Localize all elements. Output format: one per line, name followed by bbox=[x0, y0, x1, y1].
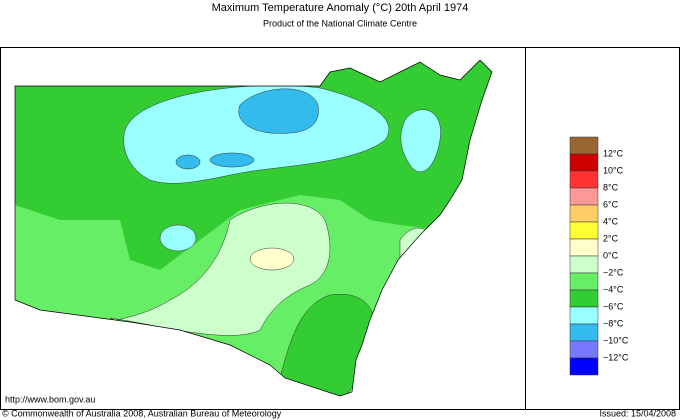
legend-swatch bbox=[569, 153, 599, 172]
legend-label: 4°C bbox=[603, 216, 619, 226]
legend-label: −6°C bbox=[603, 301, 624, 311]
legend-label: 10°C bbox=[603, 165, 624, 175]
legend-label: 0°C bbox=[603, 250, 619, 260]
legend-label: 12°C bbox=[603, 148, 624, 158]
legend-label: 2°C bbox=[603, 233, 619, 243]
legend: 12°C 10°C 8°C 6°C 4°C 2°C 0°C −2°C −4°C −6°C −8°C −… bbox=[569, 136, 629, 376]
legend-label: −10°C bbox=[603, 335, 629, 345]
legend-swatch bbox=[569, 170, 599, 189]
legend-swatch bbox=[569, 357, 599, 376]
subtitle: Product of the National Climate Centre bbox=[263, 18, 417, 28]
title: Maximum Temperature Anomaly (°C) 20th Ap… bbox=[212, 2, 469, 14]
legend-swatch bbox=[569, 136, 599, 155]
legend-label: 6°C bbox=[603, 199, 619, 209]
legend-swatch bbox=[569, 340, 599, 359]
legend-swatch bbox=[569, 255, 599, 274]
legend-swatch bbox=[569, 323, 599, 342]
legend-label: −8°C bbox=[603, 318, 624, 328]
legend-swatch bbox=[569, 289, 599, 308]
legend-label: −12°C bbox=[603, 352, 629, 362]
legend-label: −4°C bbox=[603, 284, 624, 294]
state-outline bbox=[14, 59, 493, 397]
legend-swatch bbox=[569, 221, 599, 240]
copyright: © Commonwealth of Australia 2008, Austra… bbox=[2, 408, 282, 418]
legend-swatch bbox=[569, 204, 599, 223]
legend-swatch bbox=[569, 187, 599, 206]
url: http://www.bom.gov.au bbox=[5, 394, 95, 404]
legend-swatch bbox=[569, 272, 599, 291]
issued: Issued: 15/04/2008 bbox=[599, 408, 676, 418]
legend-swatch bbox=[569, 238, 599, 257]
anomaly-map bbox=[15, 60, 492, 396]
legend-label: −2°C bbox=[603, 267, 624, 277]
legend-swatch bbox=[569, 306, 599, 325]
legend-label: 8°C bbox=[603, 182, 619, 192]
